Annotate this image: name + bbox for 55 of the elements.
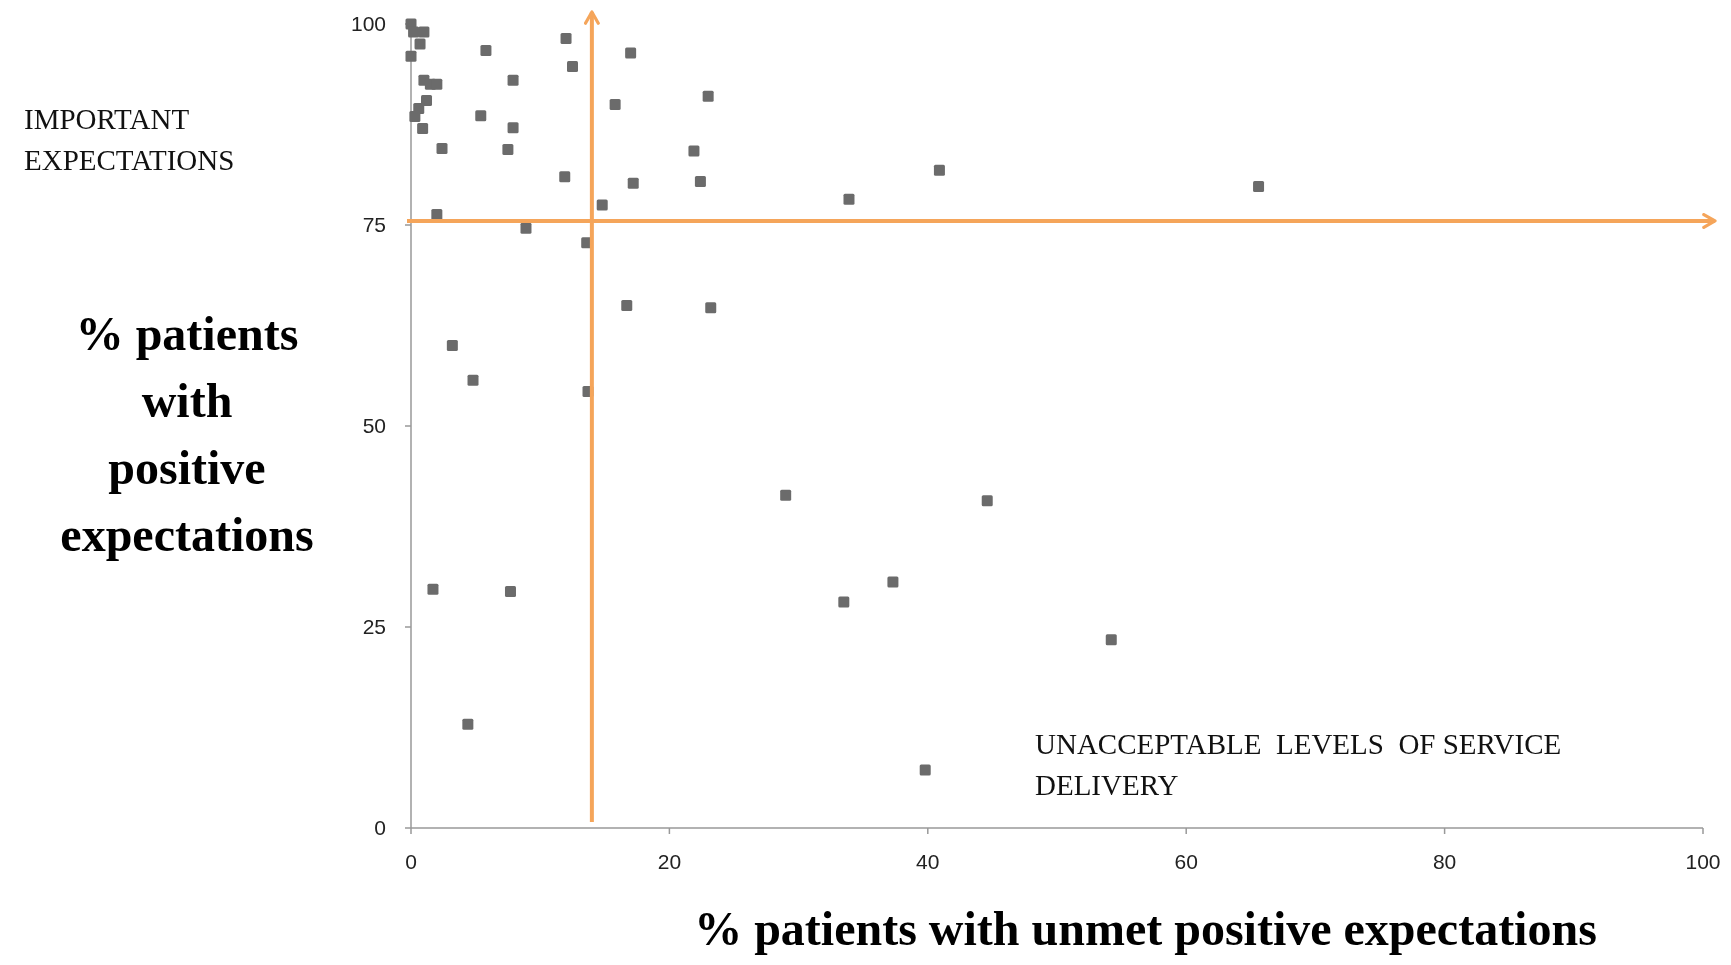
point — [507, 74, 519, 86]
point — [417, 123, 429, 135]
x-tick-label: 40 — [916, 850, 940, 873]
point — [1105, 634, 1117, 646]
point — [405, 50, 417, 62]
x-tick-label: 80 — [1432, 850, 1457, 873]
point — [502, 143, 514, 155]
point — [705, 302, 717, 314]
y-tick-label: 0 — [374, 816, 386, 840]
point — [933, 164, 945, 176]
point — [414, 38, 426, 50]
point — [596, 199, 608, 211]
x-tick-label: 0 — [405, 850, 417, 873]
point — [520, 222, 532, 234]
y-axis-title: % patients with positive expectations — [60, 307, 314, 561]
point — [480, 45, 492, 57]
point — [688, 145, 700, 157]
point — [462, 718, 474, 730]
x-tick-label: 20 — [657, 850, 682, 873]
point — [418, 26, 430, 38]
y-tick-label: 50 — [362, 414, 386, 438]
annotation: UNACCEPTABLE LEVELS OF SERVICE DELIVERY — [1035, 728, 1562, 801]
point — [838, 596, 850, 608]
x-tick-label: 60 — [1174, 850, 1198, 873]
point — [843, 193, 855, 205]
point — [427, 583, 439, 595]
point — [694, 176, 706, 188]
point — [919, 764, 931, 776]
point — [625, 47, 637, 59]
point — [981, 495, 993, 507]
point — [409, 110, 421, 122]
point — [467, 374, 479, 386]
point — [446, 340, 458, 352]
point — [627, 177, 639, 189]
point — [504, 586, 516, 598]
point — [475, 110, 487, 122]
point — [507, 122, 519, 134]
y-tick-label: 100 — [350, 12, 386, 36]
x-tick-label: 100 — [1685, 850, 1721, 873]
point — [431, 78, 443, 90]
point — [559, 171, 571, 183]
point — [609, 98, 621, 110]
point — [621, 299, 633, 311]
y-tick-label: 75 — [362, 213, 386, 237]
text: IMPORTANT EXPECTATIONS — [24, 103, 235, 176]
point — [1253, 180, 1265, 192]
point — [567, 61, 578, 73]
point — [560, 32, 572, 44]
point — [421, 94, 432, 106]
y-tick-label: 25 — [362, 615, 386, 639]
point — [780, 489, 792, 501]
point — [702, 90, 714, 102]
point — [436, 143, 448, 155]
x-axis-title: % patients with unmet positive expectations — [694, 902, 1597, 955]
point — [887, 576, 899, 588]
